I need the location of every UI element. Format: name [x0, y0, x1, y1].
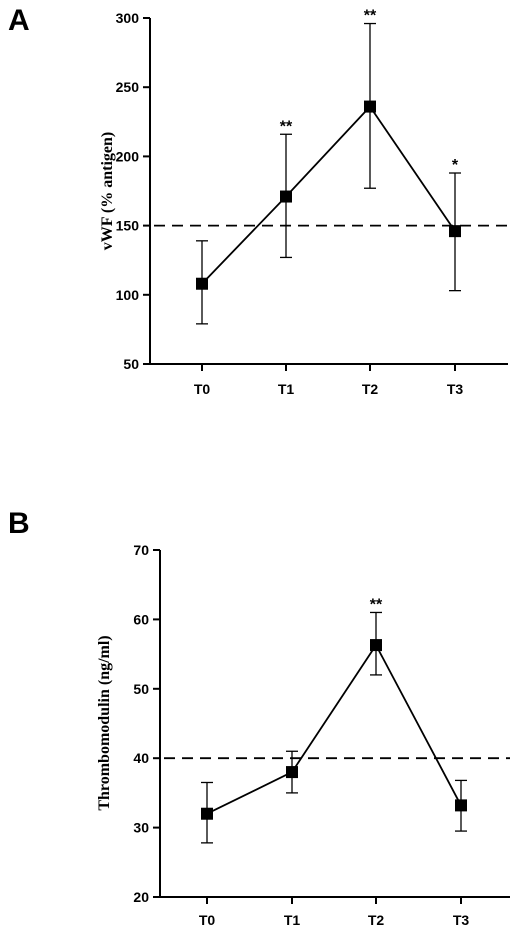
x-tick-label: T1 — [278, 381, 295, 397]
panel-label: A — [8, 4, 30, 37]
data-point-marker — [364, 100, 376, 113]
y-tick-label: 250 — [116, 79, 140, 95]
x-tick-label: T1 — [284, 912, 301, 928]
x-tick-label: T0 — [194, 381, 211, 397]
data-point-marker — [201, 807, 213, 820]
significance-label: ** — [364, 8, 377, 25]
x-tick-label: T2 — [368, 912, 385, 928]
panel-label: B — [8, 507, 30, 540]
y-tick-label: 200 — [116, 148, 140, 164]
y-tick-label: 60 — [133, 611, 149, 627]
data-point-marker — [455, 799, 467, 812]
data-point-marker — [370, 639, 382, 652]
y-tick-label: 20 — [133, 889, 149, 905]
x-tick-label: T3 — [447, 381, 464, 397]
data-point-marker — [196, 277, 208, 290]
y-tick-label: 300 — [116, 10, 140, 26]
series-line — [206, 643, 462, 815]
y-axis-title: vWF (% antigen) — [99, 132, 116, 251]
y-tick-label: 40 — [133, 750, 149, 766]
data-point-marker — [286, 766, 298, 779]
x-tick-label: T3 — [453, 912, 470, 928]
y-tick-label: 50 — [133, 681, 149, 697]
y-tick-label: 150 — [116, 218, 140, 234]
significance-label: ** — [370, 596, 383, 613]
data-point-marker — [280, 190, 292, 203]
y-tick-label: 30 — [133, 820, 149, 836]
x-tick-label: T2 — [362, 381, 379, 397]
chart-panel-a: A 50 100 150 200 250 300 T0 T1 T2 T3 vWF (% antigen… — [8, 4, 508, 397]
y-tick-label: 50 — [123, 356, 139, 372]
significance-label: ** — [280, 118, 293, 135]
x-tick-label: T0 — [199, 912, 216, 928]
y-axis-title: Thrombomodulin (ng/ml) — [96, 635, 113, 810]
series-line — [201, 105, 456, 285]
chart-panel-b: B 20 30 40 50 60 70 T0 T1 T2 T3 Thrombomodulin (ng/… — [8, 507, 510, 928]
significance-label: * — [452, 157, 459, 174]
data-point-marker — [449, 225, 461, 238]
y-tick-label: 100 — [116, 287, 140, 303]
y-tick-label: 70 — [133, 542, 149, 558]
